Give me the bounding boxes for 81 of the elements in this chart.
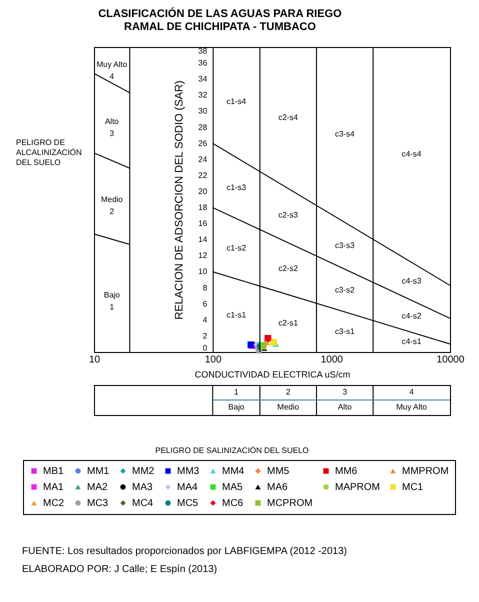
legend-label: MC3 [87, 498, 109, 509]
y-tick-label: 2 [202, 331, 208, 340]
x-tick-label: 100 [204, 354, 222, 366]
annotation: c4-s3 [402, 276, 422, 286]
legend-label: MA4 [177, 482, 198, 493]
y-tick-label: 14 [198, 235, 208, 244]
y-tick-label: 16 [198, 219, 208, 228]
legend-label: MA6 [267, 482, 288, 493]
legend-label: MB1 [43, 466, 64, 477]
x-tick-label: 10000 [436, 354, 465, 366]
annotation: c4-s4 [402, 150, 422, 159]
x-tick-label: 10 [88, 354, 100, 366]
annotation: c1-s3 [226, 182, 247, 192]
y-tick-label: 26 [198, 138, 208, 148]
annotation: c3-s1 [335, 326, 356, 336]
y-tick-label: 34 [198, 74, 208, 84]
text: PELIGRO DE ALCALINIZACIÓN DEL SUELO [16, 138, 82, 167]
legend-label: MC5 [177, 498, 199, 509]
text: Alto [338, 402, 352, 412]
y-axis-title: RELACION DE ADSORCION DEL SODIO (SAR) [173, 80, 186, 320]
y-tick-label: 36 [198, 58, 208, 68]
legend-label: MA5 [222, 482, 243, 493]
legend-label: MM4 [222, 466, 245, 477]
y-tick-label: 22 [198, 170, 208, 180]
y-tick-label: 0 [202, 344, 208, 352]
legend-label: MM1 [87, 466, 110, 477]
annotation: c2-s1 [278, 318, 299, 328]
annotation: Medio 2 [100, 194, 124, 216]
annotation: c1-s1 [226, 310, 247, 320]
text: 4 [409, 388, 414, 396]
legend-label: MM2 [132, 466, 155, 477]
y-tick-label: 38 [198, 46, 208, 56]
y-tick-label: 4 [202, 315, 208, 324]
legend-label: MAPROM [335, 482, 380, 493]
x-tick-label: 1000 [320, 354, 344, 366]
legend-label: MC1 [402, 482, 424, 493]
legend-label: MM5 [267, 466, 290, 477]
y-tick-label: 12 [198, 251, 208, 260]
annotation: c4-s2 [402, 311, 422, 320]
annotation: c2-s2 [278, 264, 299, 273]
legend-label: MA2 [87, 482, 108, 493]
annotation: c3-s4 [335, 130, 356, 139]
text: 2 [286, 388, 291, 396]
annotation: Muy Alto 4 [96, 60, 128, 82]
y-tick-label: 30 [198, 106, 208, 116]
annotation: Alto 3 [104, 116, 120, 138]
text: ELABORADO POR: J Calle; E Espín (2013) [22, 563, 218, 577]
legend-label: MA1 [43, 482, 64, 493]
text: PELIGRO DE SALINIZACIÓN DEL SUELO [155, 446, 309, 455]
legend-label: MC4 [132, 498, 154, 509]
legend-label: MM3 [177, 466, 200, 477]
x-axis-title: CONDUCTIVIDAD ELECTRICA uS/cm [194, 370, 350, 380]
source-note: FUENTE: Los resultados proporcionados por LABFIGEMPA (2012 -2013) [22, 545, 348, 559]
annotation: c4-s1 [402, 337, 422, 346]
annotation: Bajo 1 [104, 290, 120, 312]
legend-label: MM6 [335, 466, 358, 477]
legend-label: MMPROM [402, 466, 449, 477]
y-tick-label: 28 [198, 122, 208, 132]
y-tick-label: 32 [198, 90, 208, 100]
y-tick-label: 10 [198, 267, 208, 276]
y-tick-label: 24 [198, 154, 208, 164]
y-tick-label: 6 [202, 299, 208, 308]
annotation: c3-s2 [335, 286, 356, 295]
text: Medio [277, 402, 300, 412]
annotation: c2-s4 [278, 112, 299, 122]
legend-label: MC6 [222, 498, 244, 509]
annotation: c3-s3 [335, 240, 356, 250]
legend-label: MCPROM [267, 498, 313, 509]
legend-label: MA3 [132, 482, 153, 493]
y-tick-label: 20 [198, 186, 208, 196]
legend-label: MC2 [43, 498, 65, 509]
annotation: c2-s3 [278, 210, 299, 220]
text: 1 [234, 388, 240, 396]
annotation: c1-s4 [226, 97, 247, 106]
y-tick-label: 18 [198, 203, 208, 212]
text: Muy Alto [396, 402, 428, 412]
y-tick-label: 8 [202, 283, 208, 292]
text: 3 [342, 388, 348, 396]
annotation: c1-s2 [226, 244, 247, 253]
text: Bajo [228, 402, 245, 412]
chart-title: CLASIFICACIÓN DE LAS AGUAS PARA RIEGO RAMAL DE CHICHIPATA - TUMBACO [98, 7, 342, 33]
